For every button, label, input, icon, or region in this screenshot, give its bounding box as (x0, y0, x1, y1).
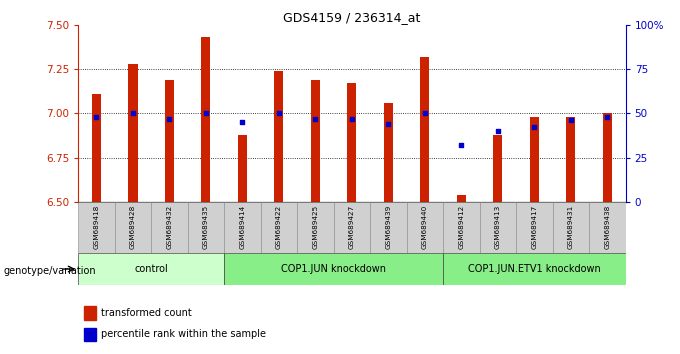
Text: genotype/variation: genotype/variation (3, 266, 96, 276)
Bar (602, 113, 612, 202)
Bar (115, 202, 151, 253)
Bar (516, 202, 553, 253)
Bar (84, 327, 96, 341)
Bar (78, 202, 115, 253)
Point (420, 110, 430, 116)
Text: GSM689431: GSM689431 (568, 204, 574, 249)
Point (201, 110, 211, 116)
Bar (370, 202, 407, 253)
Text: GSM689412: GSM689412 (458, 204, 464, 249)
Bar (479, 202, 516, 253)
Text: GSM689428: GSM689428 (130, 204, 136, 249)
Text: GSM689422: GSM689422 (276, 204, 282, 249)
Bar (238, 135, 247, 202)
Point (456, 142, 466, 148)
Bar (443, 202, 479, 253)
Bar (566, 117, 575, 202)
Point (529, 125, 540, 130)
Text: GSM689427: GSM689427 (349, 204, 355, 249)
Bar (384, 103, 393, 202)
Text: GSM689432: GSM689432 (167, 204, 173, 249)
Point (310, 116, 321, 121)
Point (237, 119, 248, 125)
Point (602, 114, 613, 120)
Bar (493, 135, 503, 202)
Bar (457, 195, 466, 202)
Text: GSM689438: GSM689438 (605, 204, 611, 249)
Bar (347, 83, 356, 202)
Bar (84, 307, 96, 320)
Text: GSM689440: GSM689440 (422, 204, 428, 249)
Point (91, 114, 102, 120)
Text: percentile rank within the sample: percentile rank within the sample (101, 330, 266, 339)
Title: GDS4159 / 236314_at: GDS4159 / 236314_at (283, 11, 421, 24)
Bar (530, 117, 539, 202)
Bar (224, 253, 443, 285)
Bar (553, 202, 589, 253)
Text: GSM689435: GSM689435 (203, 204, 209, 249)
Bar (78, 253, 224, 285)
Point (565, 118, 576, 123)
Point (346, 116, 357, 121)
Text: GSM689414: GSM689414 (239, 204, 245, 249)
Point (383, 121, 394, 127)
Bar (420, 57, 430, 202)
Bar (589, 202, 626, 253)
Bar (188, 202, 224, 253)
Point (492, 128, 503, 134)
Text: transformed count: transformed count (101, 308, 192, 318)
Text: GSM689417: GSM689417 (531, 204, 537, 249)
Bar (274, 71, 284, 202)
Bar (92, 94, 101, 202)
Text: control: control (135, 264, 168, 274)
Bar (407, 202, 443, 253)
Bar (297, 202, 334, 253)
Text: GSM689418: GSM689418 (93, 204, 99, 249)
Bar (334, 202, 370, 253)
Text: COP1.JUN knockdown: COP1.JUN knockdown (281, 264, 386, 274)
Point (128, 110, 139, 116)
Bar (224, 202, 260, 253)
Bar (443, 253, 626, 285)
Text: COP1.JUN.ETV1 knockdown: COP1.JUN.ETV1 knockdown (468, 264, 600, 274)
Bar (260, 202, 297, 253)
Bar (151, 202, 188, 253)
Bar (201, 37, 211, 202)
Text: GSM689425: GSM689425 (312, 204, 318, 249)
Text: GSM689439: GSM689439 (386, 204, 392, 249)
Point (273, 110, 284, 116)
Bar (311, 80, 320, 202)
Text: GSM689413: GSM689413 (495, 204, 501, 249)
Bar (129, 64, 137, 202)
Point (164, 116, 175, 121)
Bar (165, 80, 174, 202)
